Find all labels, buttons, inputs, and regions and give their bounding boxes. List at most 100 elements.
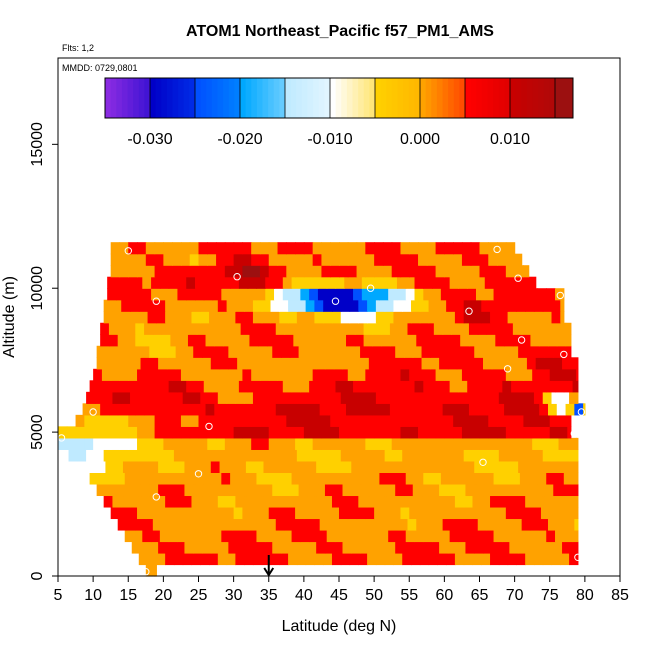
heatmap-cell: [219, 357, 229, 370]
heatmap-cell: [207, 265, 217, 278]
heatmap-cell: [101, 437, 112, 450]
heatmap-cell: [544, 345, 554, 358]
colorbar-segment: [493, 78, 500, 118]
heatmap-cell: [388, 472, 398, 485]
heatmap-cell: [288, 311, 298, 324]
heatmap-cell: [347, 506, 358, 520]
heatmap-cell: [391, 368, 402, 381]
heatmap-cell: [282, 380, 293, 393]
heatmap-cell: [172, 506, 182, 520]
heatmap-cell: [349, 299, 359, 312]
heatmap-cell: [386, 357, 396, 370]
heatmap-cell: [519, 288, 530, 301]
heatmap-cell: [310, 518, 321, 531]
heatmap-cell: [170, 518, 180, 531]
heatmap-cell: [259, 253, 270, 266]
heatmap-cell: [442, 518, 452, 531]
heatmap-cell: [400, 368, 410, 381]
heatmap-cell: [202, 460, 212, 473]
heatmap-cell: [200, 391, 210, 404]
heatmap-cell: [219, 483, 229, 497]
heatmap-cell: [446, 449, 456, 462]
heatmap-cell: [454, 311, 465, 324]
heatmap-cell: [475, 276, 486, 289]
heatmap-cell: [532, 368, 542, 381]
heatmap-cell: [79, 460, 89, 473]
heatmap-cell: [526, 345, 537, 358]
heatmap-cell: [268, 414, 279, 427]
heatmap-cell: [251, 253, 261, 266]
heatmap-cell: [381, 518, 391, 531]
heatmap-cell: [539, 334, 549, 347]
heatmap-cell: [66, 426, 77, 439]
heatmap-cell: [205, 403, 215, 416]
heatmap-cell: [458, 380, 468, 393]
heatmap-cell: [418, 426, 428, 439]
heatmap-cell: [491, 541, 502, 554]
heatmap-cell: [319, 322, 330, 335]
heatmap-cell: [351, 541, 361, 554]
heatmap-cell: [300, 288, 310, 301]
heatmap-cell: [516, 552, 526, 566]
colorbar-segment: [341, 78, 348, 118]
heatmap-cell: [444, 414, 454, 427]
heatmap-cell: [137, 437, 147, 450]
heatmap-cell: [277, 414, 287, 427]
colorbar-segment: [290, 78, 297, 118]
heatmap-cell: [216, 253, 226, 266]
heatmap-cell: [324, 460, 335, 473]
heatmap-cell: [196, 334, 207, 347]
heatmap-cell: [454, 495, 465, 508]
heatmap-cell: [372, 322, 382, 335]
heatmap-cell: [193, 357, 203, 370]
heatmap-cell: [317, 276, 328, 289]
heatmap-cell: [310, 334, 321, 347]
heatmap-cell: [219, 460, 229, 473]
heatmap-cell: [440, 288, 451, 301]
heatmap-cell: [497, 265, 507, 278]
heatmap-cell: [131, 357, 142, 370]
colorbar-segment: [448, 78, 455, 118]
heatmap-cell: [114, 483, 124, 497]
heatmap-cell: [163, 253, 173, 266]
heatmap-cell: [502, 276, 512, 289]
heatmap-cell: [537, 380, 547, 393]
colorbar-segment: [324, 78, 331, 118]
heatmap-cell: [490, 449, 500, 462]
heatmap-cell: [321, 242, 331, 255]
heatmap-cell: [353, 380, 363, 393]
heatmap-cell: [277, 368, 287, 381]
heatmap-cell: [259, 265, 270, 278]
heatmap-cell: [467, 380, 477, 393]
x-tick-label: 15: [119, 587, 137, 604]
x-axis-label: Latitude (deg N): [282, 618, 397, 635]
heatmap-cell: [212, 288, 222, 301]
heatmap-cell: [312, 437, 323, 450]
heatmap-cell: [105, 345, 115, 358]
heatmap-cell: [237, 483, 247, 497]
heatmap-cell: [149, 483, 159, 497]
heatmap-cell: [237, 357, 247, 370]
heatmap-cell: [98, 380, 108, 393]
heatmap-cell: [497, 242, 507, 255]
heatmap-cell: [224, 242, 235, 255]
heatmap-cell: [398, 403, 409, 416]
heatmap-cell: [340, 391, 351, 404]
heatmap-cell: [230, 472, 240, 485]
heatmap-cell: [295, 506, 305, 520]
heatmap-cell: [481, 391, 491, 404]
heatmap-cell: [321, 253, 331, 266]
colorbar-segment: [557, 78, 560, 118]
date-label: MMDD: 0729,0801: [62, 63, 138, 73]
heatmap-cell: [454, 299, 465, 312]
colorbar-segment: [206, 78, 213, 118]
heatmap-cell: [342, 357, 352, 370]
heatmap-cell: [382, 265, 393, 278]
heatmap-cell: [166, 460, 177, 473]
heatmap-cell: [488, 265, 498, 278]
heatmap-cell: [303, 414, 314, 427]
heatmap-cell: [521, 334, 532, 347]
heatmap-cell: [103, 391, 114, 404]
heatmap-cell: [312, 368, 323, 381]
heatmap-cell: [238, 472, 249, 485]
